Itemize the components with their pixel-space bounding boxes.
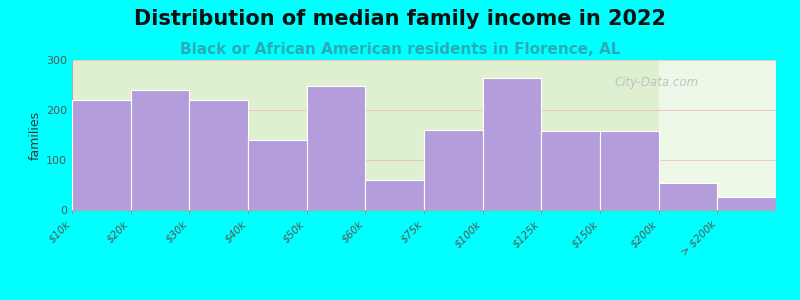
Y-axis label: families: families: [29, 110, 42, 160]
Bar: [190, 100, 248, 210]
Text: City-Data.com: City-Data.com: [614, 76, 698, 89]
Bar: [366, 180, 424, 210]
Bar: [600, 131, 658, 210]
Bar: [424, 130, 482, 210]
Bar: [542, 131, 600, 210]
Text: Distribution of median family income in 2022: Distribution of median family income in …: [134, 9, 666, 29]
Text: Black or African American residents in Florence, AL: Black or African American residents in F…: [180, 42, 620, 57]
Bar: [248, 140, 306, 210]
Bar: [718, 196, 776, 210]
Bar: [306, 86, 366, 210]
Bar: [130, 90, 190, 210]
Bar: [658, 182, 718, 210]
Bar: [72, 100, 130, 210]
Bar: [482, 77, 542, 210]
